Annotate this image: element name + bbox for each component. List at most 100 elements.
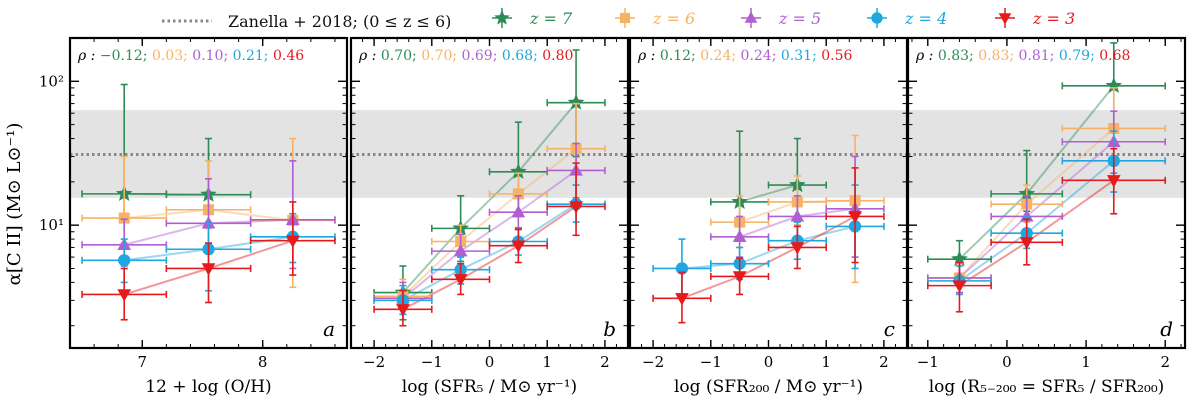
marker-triangle-up	[790, 209, 805, 222]
rho-annotation: ρ : 0.70; 0.70; 0.69; 0.68; 0.80	[358, 48, 573, 64]
legend-ref-label: Zanella + 2018; (0 ≤ z ≤ 6)	[228, 12, 451, 31]
panel-c: −2 −1 0 1 2ρ : 0.12; 0.24; 0.24; 0.31; 0.56 …	[628, 36, 909, 397]
rho-value-z4: 0.79;	[1059, 48, 1099, 64]
panel-letter: b	[603, 317, 616, 341]
rho-value-z5: 0.10;	[192, 48, 232, 64]
rho-value-z7: 0.70;	[381, 48, 421, 64]
data-point-z5	[488, 194, 549, 231]
rho-prefix: ρ :	[77, 48, 100, 64]
marker-triangle-down	[1019, 237, 1034, 250]
rho-value-z6: 0.24;	[700, 48, 740, 64]
series-line-z3	[681, 215, 856, 300]
data-point-z3	[81, 267, 168, 321]
data-point-z3	[926, 261, 992, 313]
panel-letter: d	[1160, 317, 1173, 341]
marker-triangle-down	[848, 211, 862, 224]
legend-label: z = 7	[529, 9, 573, 28]
data-point-z3	[165, 242, 252, 304]
series-line-z7	[402, 102, 577, 294]
legend-label: z = 5	[778, 9, 821, 28]
marker-triangle-down	[396, 304, 410, 317]
rho-value-z5: 0.69;	[462, 48, 502, 64]
data-point-z3	[488, 228, 549, 264]
data-point-z3	[767, 225, 828, 270]
rho-value-z5: 0.81;	[1019, 48, 1059, 64]
rho-value-z4: 0.31;	[781, 48, 821, 64]
x-tick-label: 8	[258, 353, 268, 371]
x-tick-label: 1	[1081, 353, 1091, 371]
panel-letter: c	[884, 317, 895, 341]
panel-a: 7 8 10¹ 10² ρ : −0.12; 0.03; 0.10; 0.21; 0.4…	[39, 36, 349, 397]
x-tick-label: 0	[764, 353, 774, 371]
marker-triangle-up	[511, 205, 526, 218]
rho-value-z4: 0.68;	[502, 48, 542, 64]
y-tick-label: 10¹	[39, 216, 64, 234]
rho-value-z7: 0.12;	[660, 48, 700, 64]
x-tick-label: −2	[642, 353, 664, 371]
legend-marker-triangle-down	[998, 13, 1012, 25]
panel-letter: a	[323, 317, 335, 341]
marker-triangle-down	[201, 263, 216, 276]
legend-marker-star	[494, 9, 510, 25]
marker-triangle-down	[569, 201, 583, 214]
marker-square	[118, 212, 130, 224]
x-axis-label: 12 + log (O/H)	[145, 377, 271, 397]
marker-triangle-up	[453, 243, 468, 257]
marker-triangle-down	[732, 271, 747, 284]
x-tick-label: 2	[879, 353, 889, 371]
series-line-z7	[739, 184, 798, 203]
x-tick-label: 0	[485, 353, 495, 371]
legend-label: z = 4	[904, 9, 947, 28]
rho-value-z3: 0.80	[542, 48, 573, 64]
panel-frame	[68, 36, 349, 350]
legend-marker-circle	[871, 12, 883, 24]
marker-star	[1105, 77, 1123, 93]
x-axis-label: log (R₅₋₂₀₀ = SFR₅ / SFR₂₀₀)	[929, 377, 1165, 397]
marker-star	[567, 93, 585, 110]
x-axis-label: log (SFR₅ / M⊙ yr⁻¹)	[402, 377, 577, 397]
data-point-z5	[767, 194, 828, 238]
marker-triangle-down	[952, 280, 967, 293]
marker-triangle-down	[285, 235, 300, 248]
legend-item-z6: z = 6	[615, 8, 695, 28]
legend-marker-square	[619, 12, 631, 24]
marker-triangle-up	[732, 229, 747, 243]
legend-item-z3: z = 3	[995, 8, 1075, 28]
rho-value-z3: 0.68	[1099, 48, 1130, 64]
data-point-z3	[709, 257, 770, 296]
x-tick-label: 7	[137, 353, 147, 371]
rho-value-z4: 0.21;	[233, 48, 273, 64]
x-tick-label: 2	[600, 353, 610, 371]
marker-star	[510, 163, 527, 179]
rho-value-z6: 0.70;	[421, 48, 461, 64]
x-tick-label: 1	[542, 353, 552, 371]
legend-marker-triangle-up	[744, 11, 758, 23]
x-tick-label: −1	[917, 353, 939, 371]
rho-value-z3: 0.56	[821, 48, 852, 64]
data-point-z3	[430, 262, 491, 296]
legend: Zanella + 2018; (0 ≤ z ≤ 6) z = 7 z = 6 z …	[162, 8, 1075, 31]
marker-circle	[118, 254, 131, 267]
legend-item-z4: z = 4	[867, 8, 947, 28]
y-tick-label: 10²	[39, 72, 64, 90]
rho-prefix: ρ :	[358, 48, 381, 64]
data-point-z3	[825, 167, 885, 264]
rho-value-z6: 0.83;	[978, 48, 1018, 64]
x-tick-label: 0	[1002, 353, 1012, 371]
data-point-z3	[373, 289, 433, 327]
marker-triangle-down	[511, 240, 526, 253]
marker-triangle-down	[1106, 175, 1121, 188]
marker-star	[951, 250, 968, 267]
rho-prefix: ρ :	[637, 48, 660, 64]
series-line-z4	[402, 203, 577, 302]
rho-value-z5: 0.24;	[741, 48, 781, 64]
data-point-z3	[546, 162, 606, 237]
data-point-z3	[652, 271, 712, 324]
panel-d: −1 0 1 2 ρ : 0.83; 0.83; 0.81; 0.79; 0.68 d l…	[906, 36, 1187, 397]
legend-label: z = 3	[1032, 9, 1075, 28]
panel-b: −2 −1 0 1 2ρ : 0.70; 0.70; 0.69; 0.68; 0.80 …	[349, 36, 630, 397]
marker-triangle-down	[453, 274, 468, 287]
legend-item-z7: z = 7	[492, 8, 573, 28]
x-axis-label: log (SFR₂₀₀ / M⊙ yr⁻¹)	[674, 377, 863, 397]
